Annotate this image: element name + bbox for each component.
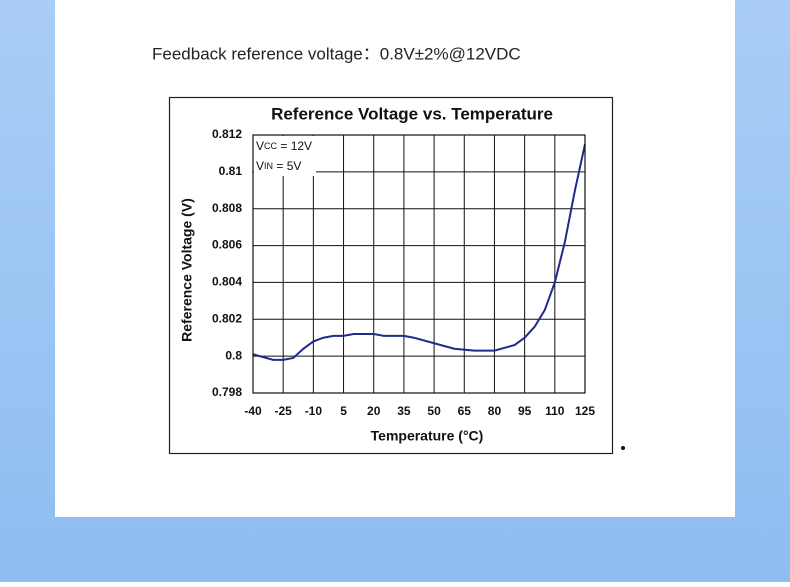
x-tick-label: 35: [397, 404, 411, 418]
y-tick-label: 0.812: [212, 127, 242, 141]
y-tick-label: 0.802: [212, 311, 242, 325]
x-tick-label: 5: [340, 404, 347, 418]
y-tick-label: 0.798: [212, 385, 242, 399]
chart-title: Reference Voltage vs. Temperature: [271, 104, 553, 123]
x-tick-label: 80: [488, 404, 502, 418]
caption: Feedback reference voltage：0.8V±2%@12VDC: [152, 44, 521, 63]
annotation-sub: CC: [264, 141, 277, 151]
x-tick-label: 110: [545, 404, 565, 418]
annotation-sub: IN: [264, 161, 273, 171]
annotation-rest: = 5V: [273, 159, 301, 173]
y-tick-label: 0.81: [219, 164, 243, 178]
plot-border: [252, 134, 586, 394]
chart-frame: [168, 96, 614, 455]
y-tick-label: 0.808: [212, 201, 242, 215]
x-tick-label: 95: [518, 404, 532, 418]
y-tick-label: 0.804: [212, 275, 242, 289]
x-tick-label: 65: [458, 404, 472, 418]
annotation-v: V: [256, 139, 264, 153]
x-tick-label: 50: [427, 404, 441, 418]
x-axis-label: Temperature (°C): [371, 428, 484, 444]
x-tick-label: -40: [244, 404, 262, 418]
y-tick-label: 0.8: [225, 348, 242, 362]
dot: [621, 446, 625, 450]
y-tick-label: 0.806: [212, 238, 242, 252]
x-tick-label: 20: [367, 404, 381, 418]
line: [252, 144, 586, 361]
x-tick-label: -10: [305, 404, 323, 418]
annotation-rest: = 12V: [277, 139, 312, 153]
x-tick-label: 125: [575, 404, 595, 418]
x-tick-label: -25: [275, 404, 293, 418]
annotation: VIN = 5V: [256, 159, 301, 173]
y-axis-label: Reference Voltage (V): [179, 198, 195, 342]
annotation-v: V: [256, 159, 264, 173]
annotation-box: [254, 136, 316, 176]
annotation: VCC = 12V: [256, 139, 312, 153]
